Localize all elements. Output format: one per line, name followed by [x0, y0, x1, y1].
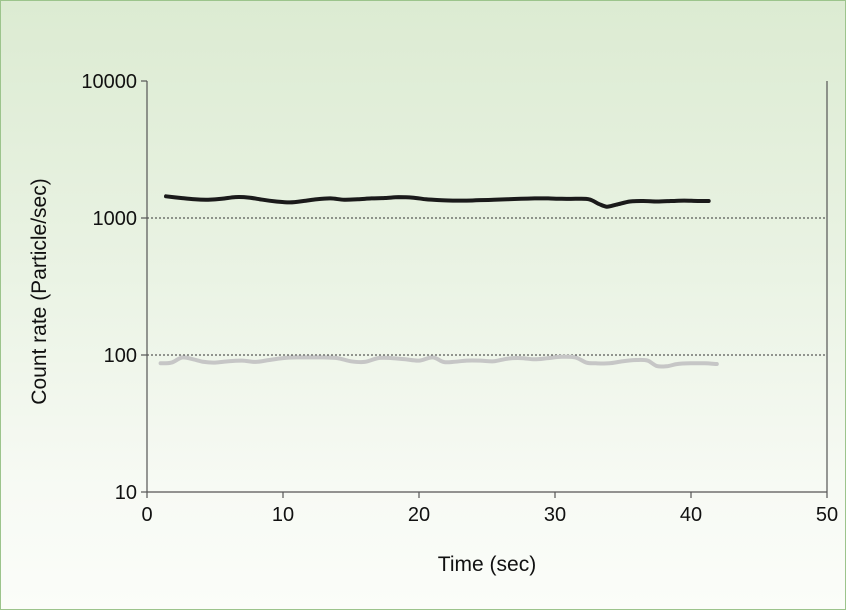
series-line-2 — [158, 354, 719, 369]
x-tick-label-10: 10 — [272, 504, 294, 526]
y-axis-title: Count rate (Particle/sec) — [28, 178, 51, 404]
x-tick-label-50: 50 — [816, 504, 838, 526]
series-line-1 — [164, 194, 711, 209]
axes — [141, 80, 828, 498]
x-tick-label-0: 0 — [141, 504, 152, 526]
x-tick-label-20: 20 — [408, 504, 430, 526]
x-tick-label-40: 40 — [680, 504, 702, 526]
y-tick-label-10: 10 — [115, 482, 137, 504]
y-tick-label-1000: 1000 — [93, 208, 138, 230]
y-tick-label-100: 100 — [104, 345, 137, 367]
x-axis-title: Time (sec) — [438, 553, 536, 576]
gridlines — [147, 217, 827, 356]
y-tick-label-10000: 10000 — [81, 71, 137, 93]
x-tick-label-30: 30 — [544, 504, 566, 526]
series-group — [158, 194, 719, 369]
